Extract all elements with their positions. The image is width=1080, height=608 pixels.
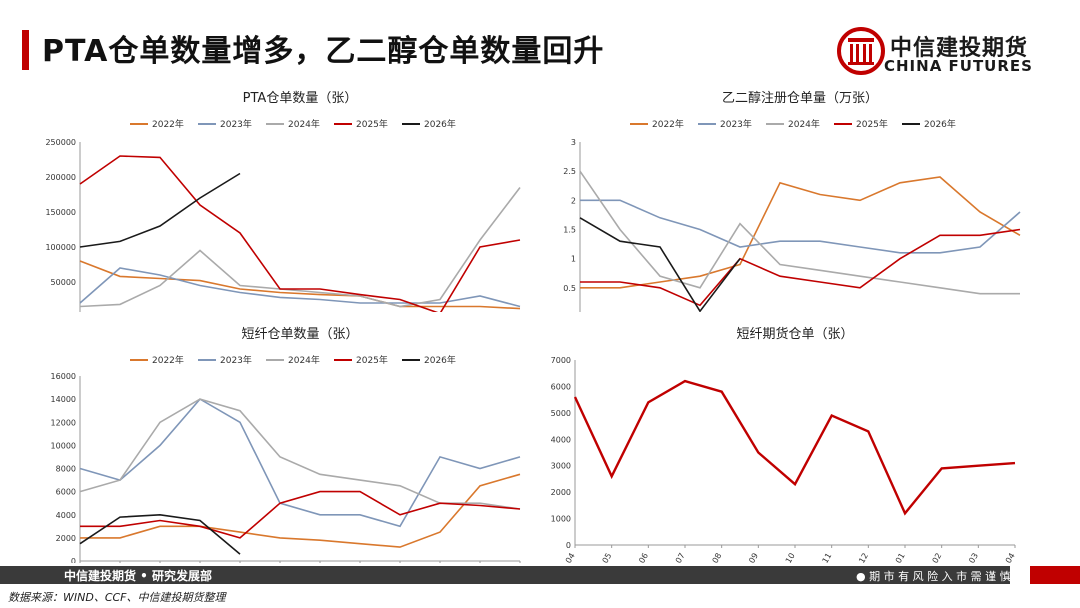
x-tick-label: 2025-11 xyxy=(809,552,834,564)
x-tick-label: 2026-02 xyxy=(919,552,944,564)
x-tick-label: 2025-04 xyxy=(552,552,577,564)
y-tick-label: 0 xyxy=(566,541,571,550)
y-tick-label: 10000 xyxy=(51,441,76,450)
china-futures-logo-icon xyxy=(837,27,885,75)
series-line-2024年 xyxy=(79,398,521,510)
series-line-2022年 xyxy=(79,260,521,310)
psf-chart: 短纤仓单数量（张） 2022年 2023年 2024年 2025年 2026年 0 2000 4… xyxy=(51,327,521,563)
y-tick-label: 6000 xyxy=(56,488,76,497)
legend-label: 2026年 xyxy=(424,118,456,130)
title-accent-bar xyxy=(22,30,29,70)
legend-label: 2022年 xyxy=(652,118,684,130)
psf-futures-chart: 短纤期货仓单（张） 0 1000 2000 3000 4000 5000 6000 7000 20… xyxy=(551,326,1017,564)
x-tick-label: 2026-03 xyxy=(956,552,981,564)
series-line-2026年 xyxy=(79,513,241,555)
y-tick-label: 5000 xyxy=(551,409,571,418)
y-tick-label: 16000 xyxy=(51,372,76,381)
series-line-2025年 xyxy=(580,228,1021,307)
series-line-2025年 xyxy=(79,155,521,312)
y-tick-label: 4000 xyxy=(56,511,76,520)
series-line-2024年 xyxy=(79,187,521,308)
x-tick-label: 2025-06 xyxy=(626,552,651,564)
footer-accent xyxy=(1030,566,1080,584)
y-tick-label: 250000 xyxy=(45,138,76,147)
footer-department: 中信建投期货 • 研究发展部 xyxy=(64,569,213,583)
y-tick-label: 100000 xyxy=(45,243,76,252)
y-tick-label: 8000 xyxy=(56,465,76,474)
x-tick-label: 2025-05 xyxy=(589,552,614,564)
y-tick-label: 0 xyxy=(71,557,76,563)
data-source-note: 数据来源：WIND、CCF、中信建投期货整理 xyxy=(8,591,226,604)
legend-label: 2025年 xyxy=(356,118,388,130)
x-tick-label: 2025-10 xyxy=(772,552,797,564)
y-tick-label: 2000 xyxy=(551,488,571,497)
y-tick-label: 2000 xyxy=(56,534,76,543)
legend-label: 2025年 xyxy=(856,118,888,130)
y-tick-label: 0.5 xyxy=(563,284,576,293)
legend-label: 2023年 xyxy=(720,118,752,130)
series-line-2026年 xyxy=(579,217,741,312)
y-tick-label: 6000 xyxy=(551,382,571,391)
y-tick-label: 12000 xyxy=(51,418,76,427)
y-tick-label: 150000 xyxy=(45,208,76,217)
series-line-2023年 xyxy=(79,267,521,308)
footer-risk-warning: ● 期 市 有 风 险 入 市 需 谨 慎 xyxy=(856,570,1011,583)
footer-bar xyxy=(0,566,1010,584)
series-line-2022年 xyxy=(80,473,521,548)
series-line-2023年 xyxy=(79,398,521,528)
page-title: PTA仓单数量增多，乙二醇仓单数量回升 xyxy=(42,34,605,69)
series-line-2023年 xyxy=(580,199,1021,254)
logo-cn-text: 中信建投期货 xyxy=(890,36,1029,61)
series-line-2022年 xyxy=(580,176,1021,289)
chart-title: 短纤仓单数量（张） xyxy=(241,327,358,342)
y-tick-label: 50000 xyxy=(51,278,76,287)
y-tick-label: 4000 xyxy=(551,435,571,444)
legend-label: 2023年 xyxy=(220,118,252,130)
legend-label: 2024年 xyxy=(788,118,820,130)
y-tick-label: 3 xyxy=(571,138,576,147)
legend-label: 2026年 xyxy=(424,354,456,366)
meg-chart: 乙二醇注册仓单量（万张）2022年2023年2024年2025年2026年00.… xyxy=(563,90,1021,312)
legend-label: 2022年 xyxy=(152,354,184,366)
x-tick-label: 2026-01 xyxy=(882,552,907,564)
pta-chart: PTA仓单数量（张）2022年2023年2024年2025年2026年05000… xyxy=(45,91,521,312)
y-tick-label: 3000 xyxy=(551,462,571,471)
x-tick-label: 2025-08 xyxy=(699,552,724,564)
legend-label: 2024年 xyxy=(288,354,320,366)
legend-label: 2025年 xyxy=(356,354,388,366)
y-tick-label: 2 xyxy=(571,196,576,205)
series-line-2024年 xyxy=(579,170,1020,295)
x-tick-label: 2026-04 xyxy=(992,552,1017,564)
x-tick-label: 2025-12 xyxy=(846,552,871,564)
series-line-2025年 xyxy=(80,490,521,539)
legend-label: 2026年 xyxy=(924,118,956,130)
y-tick-label: 1 xyxy=(571,255,576,264)
y-tick-label: 14000 xyxy=(51,395,76,404)
y-tick-label: 200000 xyxy=(45,173,76,182)
legend-label: 2022年 xyxy=(152,118,184,130)
company-logo: 中信建投期货 CHINA FUTURES xyxy=(832,26,1042,78)
y-tick-label: 7000 xyxy=(551,356,571,365)
series-line-2026年 xyxy=(79,172,241,248)
chart-title: 短纤期货仓单（张） xyxy=(736,326,853,342)
y-tick-label: 1.5 xyxy=(563,226,576,235)
logo-en-text: CHINA FUTURES xyxy=(884,57,1033,75)
series-line-main xyxy=(573,379,1016,516)
x-tick-label: 2025-07 xyxy=(662,552,687,564)
legend-label: 2024年 xyxy=(288,118,320,130)
legend-label: 2023年 xyxy=(220,354,252,366)
y-tick-label: 2.5 xyxy=(563,167,576,176)
chart-title: PTA仓单数量（张） xyxy=(243,91,358,106)
x-tick-label: 2025-09 xyxy=(736,552,761,564)
chart-title: 乙二醇注册仓单量（万张） xyxy=(722,90,878,106)
y-tick-label: 1000 xyxy=(551,515,571,524)
